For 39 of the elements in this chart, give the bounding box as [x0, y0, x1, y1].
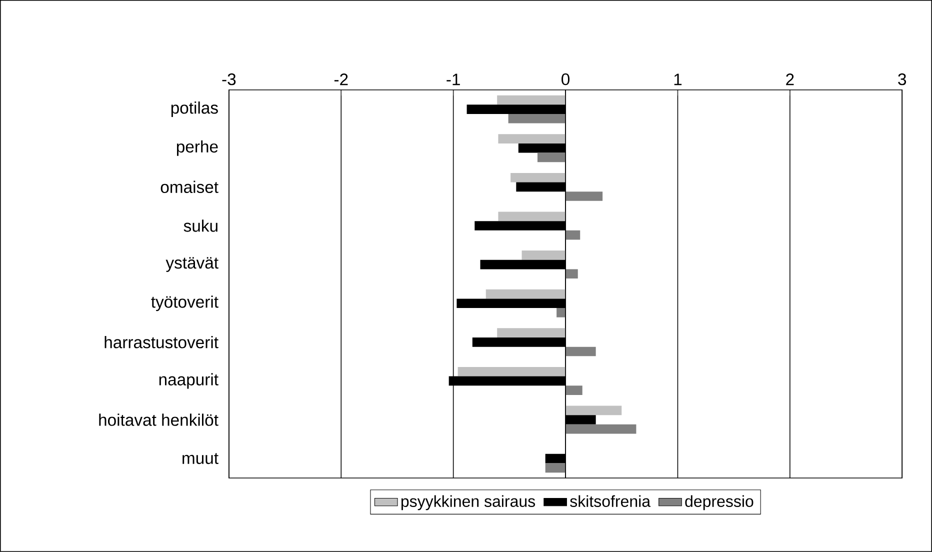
bar — [545, 463, 566, 473]
bar — [497, 95, 566, 105]
bar — [522, 250, 566, 260]
bar — [508, 114, 566, 124]
bar — [458, 367, 566, 376]
bar — [566, 192, 603, 201]
bar — [537, 152, 566, 162]
x-tick-label: -3 — [222, 73, 236, 86]
bar — [486, 289, 566, 299]
x-tick-label: 3 — [898, 73, 906, 86]
bar — [497, 328, 566, 338]
bar — [566, 269, 578, 279]
x-tick-label: 1 — [674, 74, 682, 86]
bar — [556, 308, 566, 318]
bar — [566, 386, 582, 395]
bar — [510, 173, 566, 182]
y-tick-label: harrastustoverit — [104, 336, 218, 348]
bar — [566, 424, 636, 434]
bar — [566, 406, 622, 416]
legend-label: psyykkinen sairaus — [401, 495, 536, 510]
y-tick-label: hoitavat henkilöt — [99, 414, 218, 426]
x-tick-label: 2 — [786, 74, 794, 86]
y-tick-label: suku — [184, 220, 218, 232]
y-tick-label: työtoverit — [151, 296, 218, 312]
bar — [566, 230, 580, 240]
x-tick-label: -2 — [334, 74, 348, 86]
x-tick-label: -1 — [446, 74, 460, 86]
legend-label: depressio — [685, 495, 754, 510]
y-tick-label: omaiset — [160, 180, 218, 194]
x-tick-label: 0 — [562, 73, 570, 86]
bar — [566, 346, 596, 356]
y-tick-label: naapurit — [159, 373, 218, 389]
bar — [498, 134, 566, 144]
legend-label: skitsofrenia — [570, 495, 651, 508]
y-tick-label: muut — [182, 453, 218, 464]
y-tick-label: potilas — [171, 102, 218, 118]
y-tick-label: ystävät — [166, 257, 218, 272]
y-tick-label: perhe — [176, 140, 218, 156]
bar — [498, 212, 566, 222]
